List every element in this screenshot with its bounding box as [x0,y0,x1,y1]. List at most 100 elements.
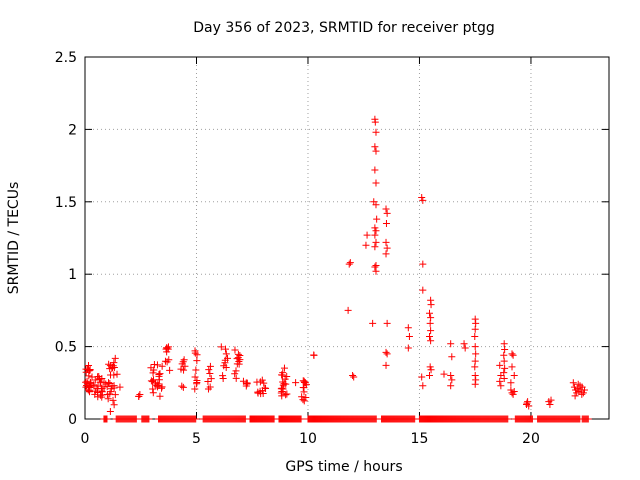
data-point [219,372,227,380]
data-point [471,343,479,351]
data-point [369,319,377,327]
data-point [279,378,287,386]
data-point [179,358,187,366]
data-point [107,371,115,379]
data-point [363,231,371,239]
data-point [500,374,508,382]
data-point [426,363,434,371]
data-point [372,201,380,209]
data-point [177,365,185,373]
x-tick-label: 10 [299,431,317,447]
data-point [243,379,251,387]
y-tick-label: 2.5 [55,50,77,66]
grid-lines [85,57,609,419]
data-point [372,267,380,275]
data-point [298,393,306,401]
data-point [193,351,201,359]
data-point [83,365,91,373]
data-point [97,385,105,393]
data-point [497,382,505,390]
data-point [471,325,479,333]
data-point [236,356,244,364]
data-point [427,337,435,345]
data-point [299,396,307,404]
data-point [471,380,479,388]
data-point [460,340,468,348]
data-point [94,389,102,397]
data-point-zero [103,415,111,423]
data-point [87,379,95,387]
x-tick-label: 20 [522,431,540,447]
data-point [279,381,287,389]
data-point [509,351,517,359]
x-tick-labels: 0 5 10 15 20 [81,431,540,447]
data-point [232,374,240,382]
data-points [82,115,592,423]
x-tick-label: 5 [192,431,201,447]
data-point [234,350,242,358]
data-point [111,391,119,399]
x-tick-label: 0 [81,431,90,447]
data-point [500,357,508,365]
data-point [205,366,213,374]
data-point [373,215,381,223]
data-point [372,128,380,136]
data-point [427,327,435,335]
data-point [239,377,247,385]
data-point [382,220,390,228]
data-point [447,340,455,348]
data-point-zero [297,415,305,423]
x-axis-label: GPS time / hours [285,459,402,475]
x-tick-label: 15 [411,431,429,447]
y-tick-label: 2 [68,122,77,138]
data-point [277,385,285,393]
data-point [231,346,239,354]
data-point [283,390,291,398]
data-point [149,369,157,377]
data-point [106,390,114,398]
data-point [221,359,229,367]
data-point [578,390,586,398]
data-point [426,372,434,380]
data-point [418,373,426,381]
data-point [501,364,509,372]
data-point [105,360,113,368]
data-point [427,366,435,374]
data-point [149,378,157,386]
data-point [110,401,118,409]
data-point [419,260,427,268]
data-point [310,351,318,359]
data-point [149,389,157,397]
data-point [447,382,455,390]
data-point [579,389,587,397]
data-point [90,381,98,389]
data-point [426,319,434,327]
data-point [178,382,186,390]
data-point [191,373,199,381]
data-point [507,386,515,394]
data-point [104,379,112,387]
data-point [109,396,117,404]
data-point [158,362,166,370]
y-tick-label: 0 [68,412,77,428]
data-point [471,363,479,371]
data-point [163,348,171,356]
data-point-zero [584,415,592,423]
data-point [362,241,370,249]
data-point [292,379,300,387]
data-point [113,370,121,378]
data-point [232,367,240,375]
data-point [156,392,164,400]
data-point [108,364,116,371]
data-point [191,385,199,393]
data-point [147,377,155,385]
data-point [427,301,435,309]
data-point [471,332,479,340]
data-point [371,143,379,151]
data-point-zero [192,415,200,423]
data-point [523,399,531,407]
data-point [235,357,243,365]
data-point [508,350,516,358]
data-point [574,380,582,388]
data-point [448,353,456,361]
